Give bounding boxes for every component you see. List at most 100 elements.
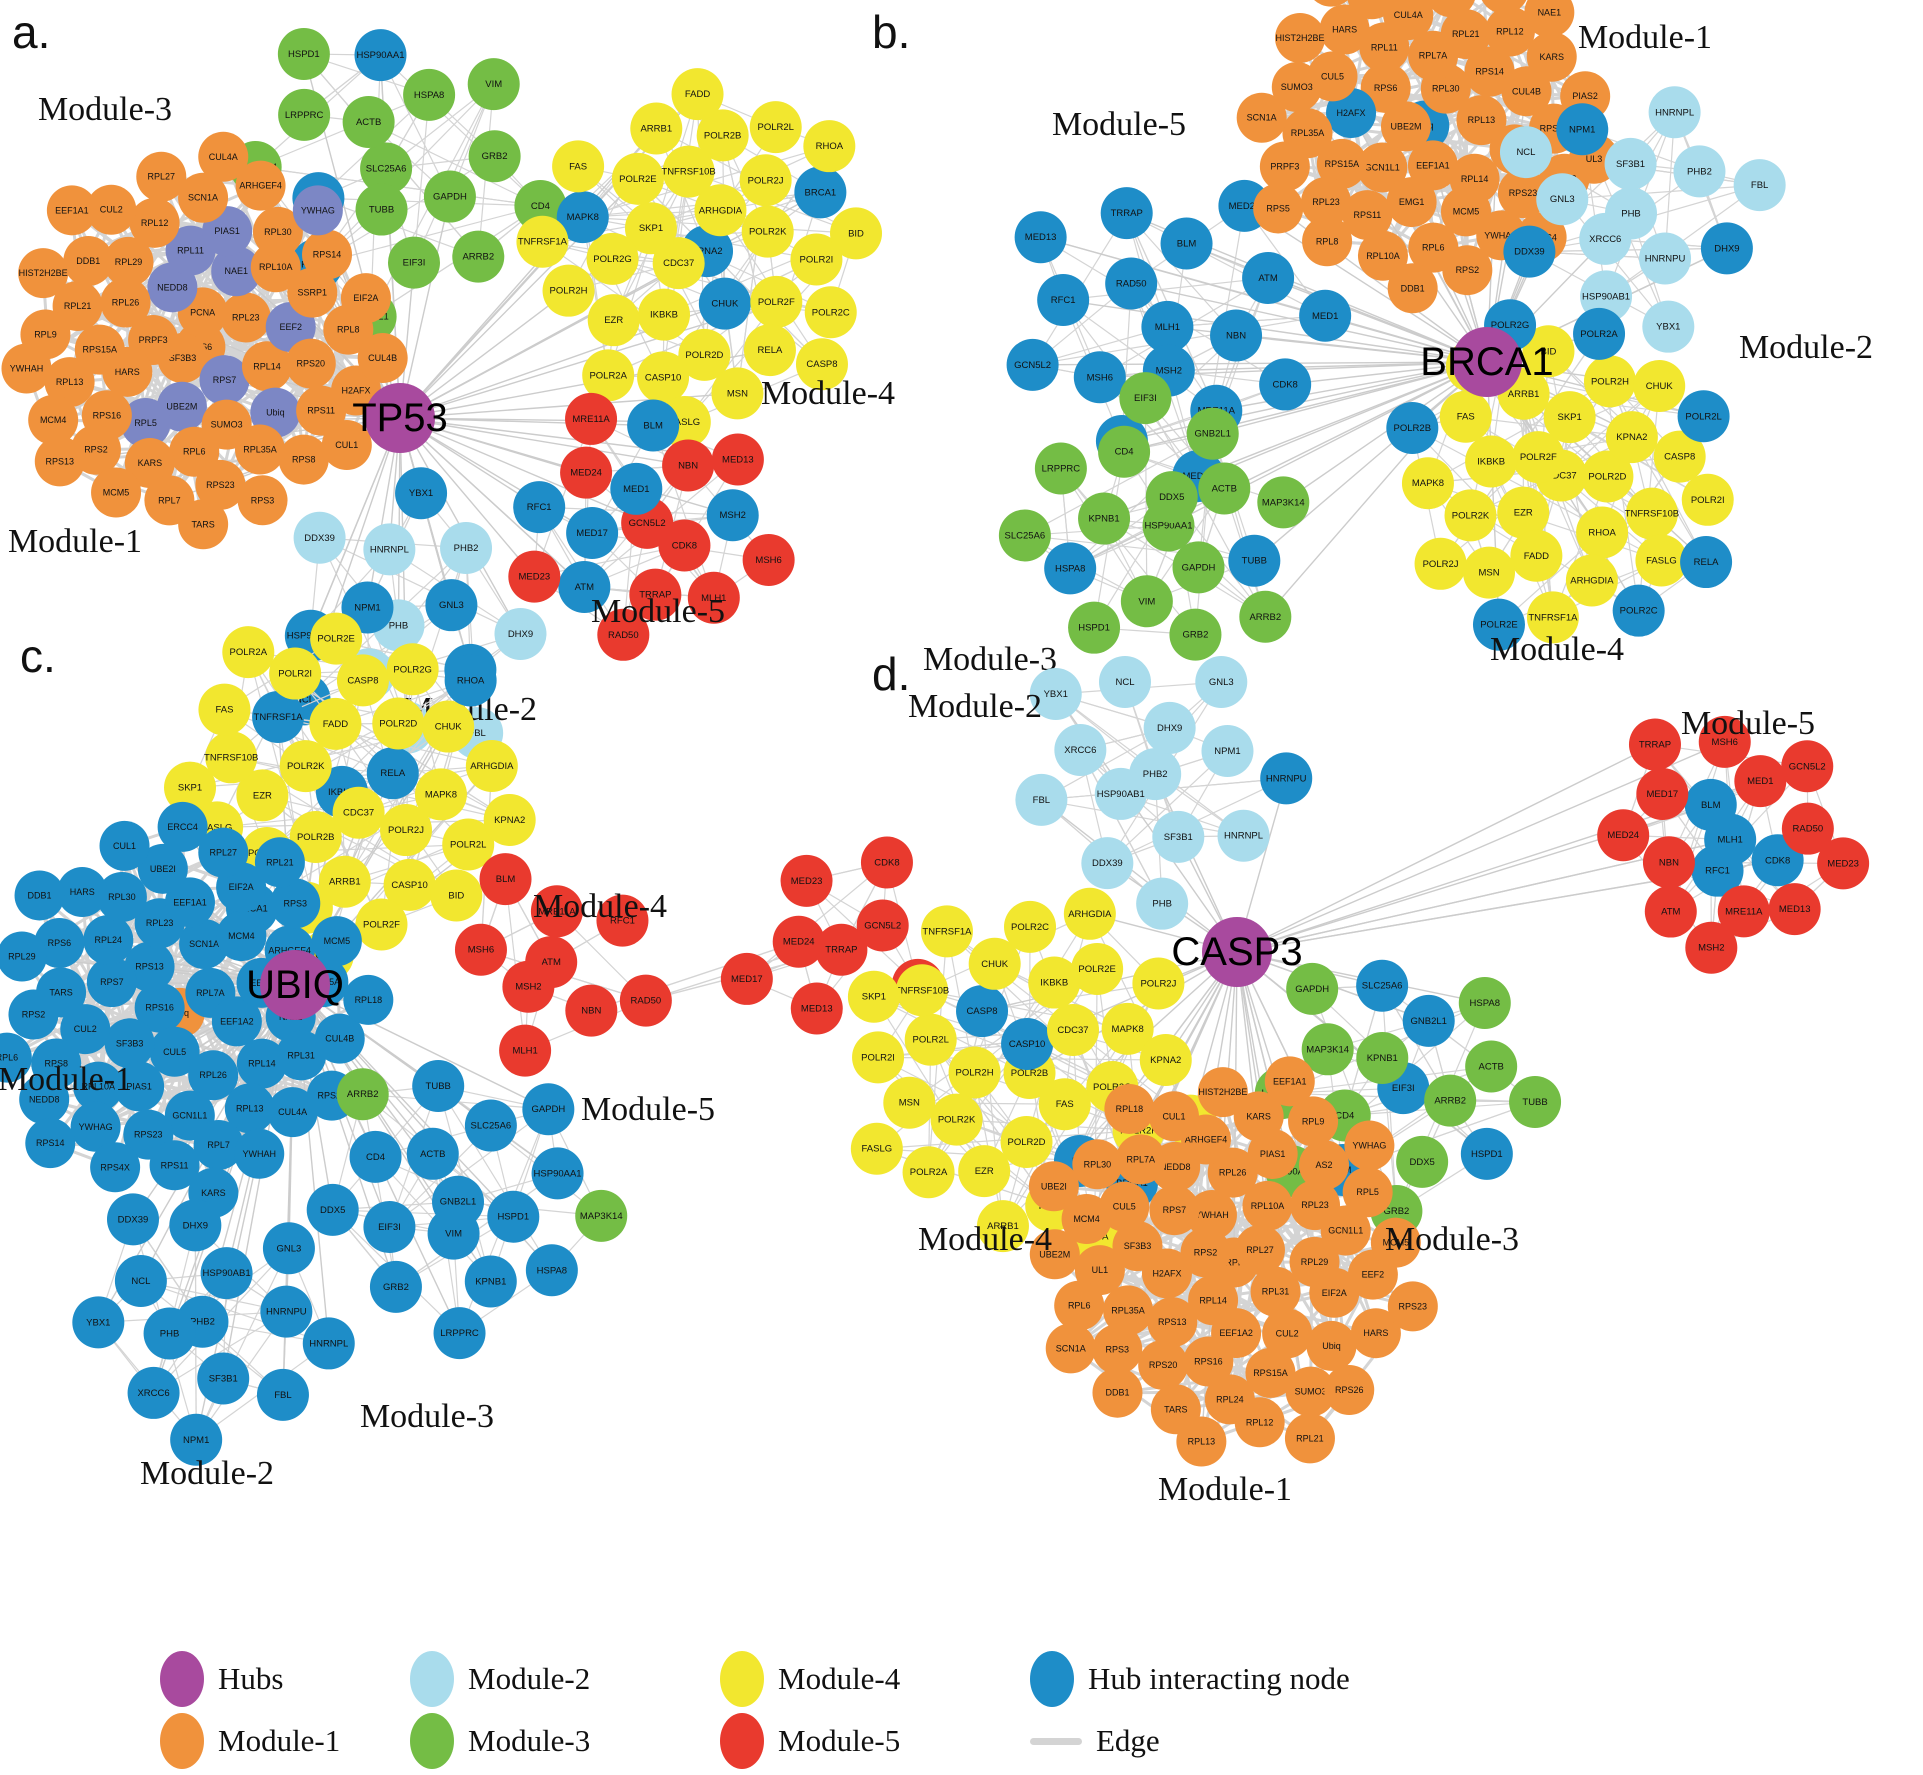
node-MAP3K14[interactable]	[575, 1189, 628, 1242]
node-GCN5L2[interactable]	[1781, 740, 1834, 793]
node-ARRB2[interactable]	[1239, 590, 1292, 643]
node-RPS14[interactable]	[1464, 46, 1515, 97]
node-CASP8[interactable]	[795, 338, 848, 391]
node-RPS7[interactable]	[1149, 1185, 1200, 1236]
node-SF3B1[interactable]	[1152, 810, 1205, 863]
node-ARRB2[interactable]	[1424, 1074, 1477, 1127]
node-MRE11A[interactable]	[565, 392, 618, 445]
node-RPS15A[interactable]	[1245, 1347, 1296, 1398]
node-FAS[interactable]	[552, 140, 605, 193]
node-VIM[interactable]	[427, 1207, 480, 1260]
node-RPL14[interactable]	[241, 341, 292, 392]
node-POLR2E[interactable]	[611, 152, 664, 205]
node-NPM1[interactable]	[170, 1413, 223, 1466]
node-BID[interactable]	[830, 207, 883, 260]
node-MAP3K14[interactable]	[1257, 476, 1310, 529]
node-POLR2B[interactable]	[289, 810, 342, 863]
node-SCN1A[interactable]	[1045, 1323, 1096, 1374]
node-RHOA[interactable]	[1576, 506, 1629, 559]
node-POLR2E[interactable]	[1472, 598, 1525, 651]
node-RPL26[interactable]	[188, 1050, 239, 1101]
node-DDB1[interactable]	[1092, 1367, 1143, 1418]
node-ARHGEF4[interactable]	[235, 160, 286, 211]
node-CUL4B[interactable]	[314, 1013, 365, 1064]
node-TUBB[interactable]	[355, 183, 408, 236]
node-POLR2C[interactable]	[1004, 900, 1057, 953]
node-MED13[interactable]	[790, 982, 843, 1035]
node-RPL12[interactable]	[129, 197, 180, 248]
node-TRRAP[interactable]	[1100, 187, 1153, 240]
node-NEDD8[interactable]	[19, 1074, 70, 1125]
node-RAD50[interactable]	[619, 974, 672, 1027]
node-XRCC6[interactable]	[1579, 212, 1632, 265]
node-RPL30[interactable]	[96, 871, 147, 922]
node-Ubiq[interactable]	[1306, 1320, 1357, 1371]
node-FBL[interactable]	[256, 1368, 309, 1421]
node-GAPDH[interactable]	[1286, 962, 1339, 1015]
node-RPS13[interactable]	[34, 436, 85, 487]
node-RPL21[interactable]	[254, 837, 305, 888]
node-RPL23[interactable]	[1301, 176, 1352, 227]
node-KPNA2[interactable]	[1139, 1034, 1192, 1087]
node-GAPDH[interactable]	[423, 170, 476, 223]
node-HSP90AB1[interactable]	[1094, 767, 1147, 820]
node-TNFRSF10B[interactable]	[1625, 487, 1678, 540]
node-RPS13[interactable]	[124, 941, 175, 992]
node-RPS6[interactable]	[34, 917, 85, 968]
node-CUL1[interactable]	[1148, 1091, 1199, 1142]
node-POLR2G[interactable]	[586, 232, 639, 285]
node-MSH6[interactable]	[1698, 715, 1751, 768]
node-POLR2K[interactable]	[279, 740, 332, 793]
node-UBE2M[interactable]	[1029, 1229, 1080, 1280]
node-RFC1[interactable]	[596, 894, 649, 947]
node-ARRB1[interactable]	[976, 1200, 1029, 1253]
node-RFC1[interactable]	[1691, 844, 1744, 897]
node-HSP90AB1[interactable]	[200, 1247, 253, 1300]
node-MED24[interactable]	[560, 446, 613, 499]
node-DHX9[interactable]	[169, 1199, 222, 1252]
node-NPM1[interactable]	[1201, 725, 1254, 778]
node-HSPD1[interactable]	[1068, 601, 1121, 654]
node-SKP1[interactable]	[1543, 391, 1596, 444]
node-MCM5[interactable]	[1370, 1217, 1421, 1268]
node-RPL27[interactable]	[1234, 1224, 1285, 1275]
node-NAE1[interactable]	[211, 246, 262, 297]
node-HARS[interactable]	[57, 867, 108, 918]
node-RPL13[interactable]	[1176, 1416, 1227, 1467]
node-RPS3[interactable]	[270, 878, 321, 929]
node-RPL7[interactable]	[193, 1119, 244, 1170]
node-ACTB[interactable]	[1465, 1040, 1518, 1093]
node-POLR2H[interactable]	[948, 1046, 1001, 1099]
node-RPS2[interactable]	[8, 989, 59, 1040]
node-HSPA8[interactable]	[1458, 977, 1511, 1030]
node-RPS3[interactable]	[237, 475, 288, 526]
node-RPL35A[interactable]	[234, 424, 285, 475]
node-RPL29[interactable]	[1306, 0, 1356, 7]
node-POLR2B[interactable]	[1386, 402, 1439, 455]
node-RPS13[interactable]	[1147, 1297, 1198, 1348]
node-MED17[interactable]	[720, 952, 773, 1005]
node-CHUK[interactable]	[1633, 360, 1686, 413]
node-RPL10A[interactable]	[1357, 230, 1408, 281]
node-BRCA1[interactable]	[794, 166, 847, 219]
node-DDB1[interactable]	[14, 870, 65, 921]
node-RPL10A[interactable]	[1242, 1180, 1293, 1231]
node-TRRAP[interactable]	[1628, 718, 1681, 771]
node-GCN1L1[interactable]	[1320, 1205, 1371, 1256]
node-UBE2I[interactable]	[137, 843, 188, 894]
node-SF3B3[interactable]	[1112, 1221, 1163, 1272]
node-PRPF3[interactable]	[1259, 141, 1310, 192]
node-HNRNPU[interactable]	[1260, 752, 1313, 805]
node-FAS[interactable]	[198, 683, 251, 736]
node-CUL4A[interactable]	[1383, 0, 1434, 41]
node-POLR2D[interactable]	[1000, 1116, 1053, 1169]
node-POLR2J[interactable]	[380, 804, 433, 857]
node-MCM5[interactable]	[91, 467, 142, 518]
node-CDC37[interactable]	[1047, 1003, 1100, 1056]
node-RPL12[interactable]	[1234, 1397, 1285, 1448]
node-NBN[interactable]	[1210, 309, 1263, 362]
node-MED1[interactable]	[1299, 289, 1352, 342]
node-RPL14[interactable]	[236, 1038, 287, 1089]
node-GCN5L2[interactable]	[1006, 338, 1059, 391]
node-MSH2[interactable]	[502, 960, 555, 1013]
